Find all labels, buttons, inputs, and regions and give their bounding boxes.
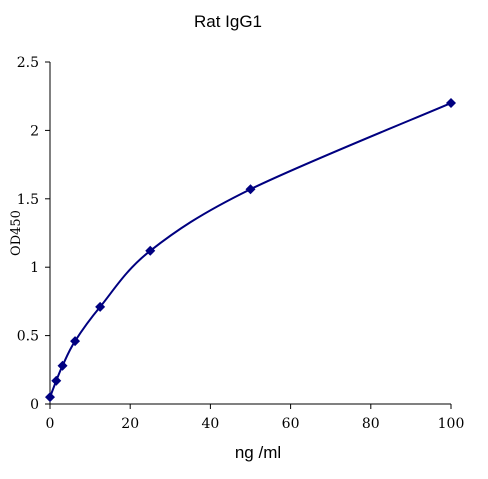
data-point (70, 336, 81, 347)
data-points (45, 98, 456, 403)
y-tick-label: 2 (30, 123, 39, 139)
x-tick-label: 100 (438, 416, 465, 432)
y-tick-label: 0 (30, 397, 39, 413)
tick-labels: 0 0.5 1 1.5 2 2.5 0 20 40 60 80 100 (17, 55, 465, 432)
y-axis-title: OD450 (9, 210, 24, 256)
axes (45, 61, 452, 409)
y-tick-label: 0.5 (17, 329, 39, 345)
y-tick-label: 1.5 (17, 192, 39, 208)
x-tick-label: 60 (282, 416, 300, 432)
data-point (245, 184, 256, 195)
x-tick-label: 0 (46, 416, 55, 432)
y-tick-label: 1 (30, 260, 39, 276)
data-point (51, 375, 62, 386)
y-tick-label: 2.5 (17, 55, 39, 71)
chart-title: Rat IgG1 (194, 12, 262, 31)
data-point (446, 98, 456, 109)
x-axis-title: ng /ml (235, 443, 281, 462)
x-tick-label: 20 (121, 416, 139, 432)
fit-curve (49, 102, 452, 398)
x-tick-label: 40 (201, 416, 219, 432)
fit-curve-layer (49, 102, 452, 398)
x-tick-label: 80 (362, 416, 380, 432)
data-point (95, 301, 106, 312)
data-point (45, 392, 55, 403)
data-point (57, 360, 68, 371)
data-point (145, 245, 156, 256)
